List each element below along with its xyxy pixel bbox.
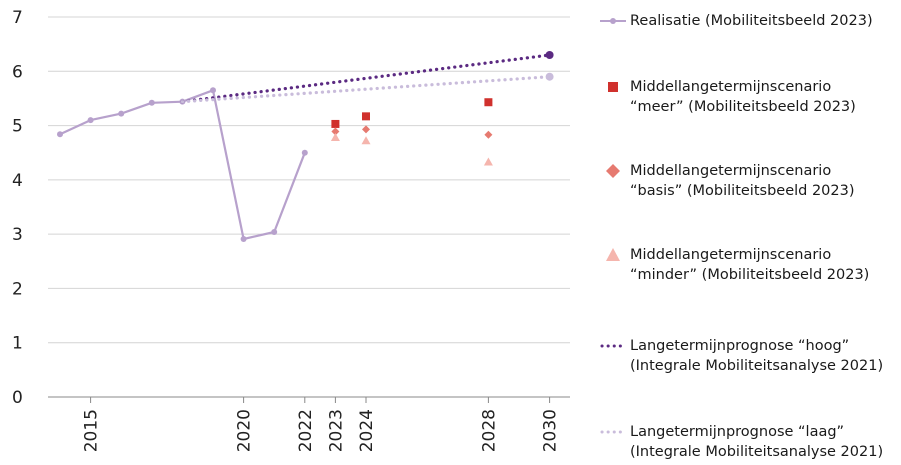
legend-label-basis: Middellangetermijnscenario “basis” (Mobi… <box>630 163 855 199</box>
chart-plot: 0 1 2 3 4 5 6 7 2015 2020 2022 2023 2024 2028 2030 <box>12 8 570 452</box>
y-tick-label-1: 1 <box>12 334 23 354</box>
point-realisatie-2022 <box>301 149 308 156</box>
x-tick-label-2028: 2028 <box>479 409 499 452</box>
x-tick-label-2022: 2022 <box>296 409 316 452</box>
legend-item-hoog: Langetermijnprognose “hoog” (Integrale M… <box>598 336 901 376</box>
point-realisatie-2021 <box>271 228 278 235</box>
y-tick-label-5: 5 <box>12 117 23 137</box>
series-meer <box>331 98 493 128</box>
point-laag-2030 <box>545 72 554 81</box>
legend-item-meer: Middellangetermijnscenario “meer” (Mobil… <box>598 77 901 117</box>
legend-label-minder: Middellangetermijnscenario “minder” (Mob… <box>630 247 870 283</box>
legend-item-basis: Middellangetermijnscenario “basis” (Mobi… <box>598 161 901 201</box>
legend-item-laag: Langetermijnprognose “laag” (Integrale M… <box>598 422 901 462</box>
point-realisatie-2020 <box>240 236 247 243</box>
legend-marker-meer <box>598 77 630 97</box>
x-tick-label-2015: 2015 <box>82 409 102 452</box>
tick-labels: 0 1 2 3 4 5 6 7 2015 2020 2022 2023 2024 2028 2030 <box>12 8 561 452</box>
y-tick-label-7: 7 <box>12 8 23 28</box>
legend-label-laag: Langetermijnprognose “laag” (Integrale M… <box>630 424 884 460</box>
y-tick-label-0: 0 <box>12 388 23 408</box>
point-minder-2028 <box>483 157 493 166</box>
point-basis-2028 <box>484 130 493 139</box>
point-minder-2024 <box>361 136 371 145</box>
axes <box>48 396 570 403</box>
legend-item-minder: Middellangetermijnscenario “minder” (Mob… <box>598 245 901 285</box>
series-hoog <box>180 51 554 104</box>
series-line-laag <box>180 75 552 104</box>
point-hoog-2030 <box>545 51 554 59</box>
gridlines <box>48 16 570 344</box>
series-layer <box>57 51 554 243</box>
series-minder <box>330 133 493 166</box>
y-tick-label-4: 4 <box>12 171 23 191</box>
point-minder-2023 <box>330 133 340 142</box>
x-tick-label-2020: 2020 <box>235 409 255 452</box>
x-tick-label-2030: 2030 <box>541 409 561 452</box>
legend-label-realisatie: Realisatie (Mobiliteitsbeeld 2023) <box>630 13 873 29</box>
point-basis-2023 <box>331 127 340 136</box>
point-meer-2028 <box>484 98 493 107</box>
point-basis-2024 <box>362 125 370 134</box>
point-realisatie-2014 <box>57 131 63 138</box>
x-tick-label-2024: 2024 <box>357 409 377 452</box>
point-meer-2023 <box>331 119 340 128</box>
point-realisatie-2016 <box>118 110 125 117</box>
y-tick-label-6: 6 <box>12 62 23 82</box>
legend-marker-basis <box>598 161 630 181</box>
point-realisatie-2017 <box>148 99 155 106</box>
series-line-realisatie <box>59 89 306 241</box>
legend-marker-laag <box>598 422 630 442</box>
legend-label-hoog: Langetermijnprognose “hoog” (Integrale M… <box>630 338 884 374</box>
legend-label-meer: Middellangetermijnscenario “meer” (Mobil… <box>630 79 856 115</box>
series-line-hoog <box>180 53 552 104</box>
legend-marker-realisatie <box>598 11 630 31</box>
legend-marker-hoog <box>598 336 630 356</box>
legend-marker-minder <box>598 245 630 265</box>
point-realisatie-2019 <box>210 87 216 94</box>
series-realisatie <box>57 87 308 243</box>
point-realisatie-2015 <box>87 117 94 124</box>
series-laag <box>180 72 554 104</box>
y-tick-label-2: 2 <box>12 279 23 299</box>
legend: Realisatie (Mobiliteitsbeeld 2023) Midde… <box>598 0 901 465</box>
y-tick-label-3: 3 <box>12 225 23 245</box>
point-meer-2024 <box>362 112 370 121</box>
legend-item-realisatie: Realisatie (Mobiliteitsbeeld 2023) <box>598 11 901 31</box>
x-tick-label-2023: 2023 <box>326 409 346 452</box>
series-basis <box>331 125 493 139</box>
